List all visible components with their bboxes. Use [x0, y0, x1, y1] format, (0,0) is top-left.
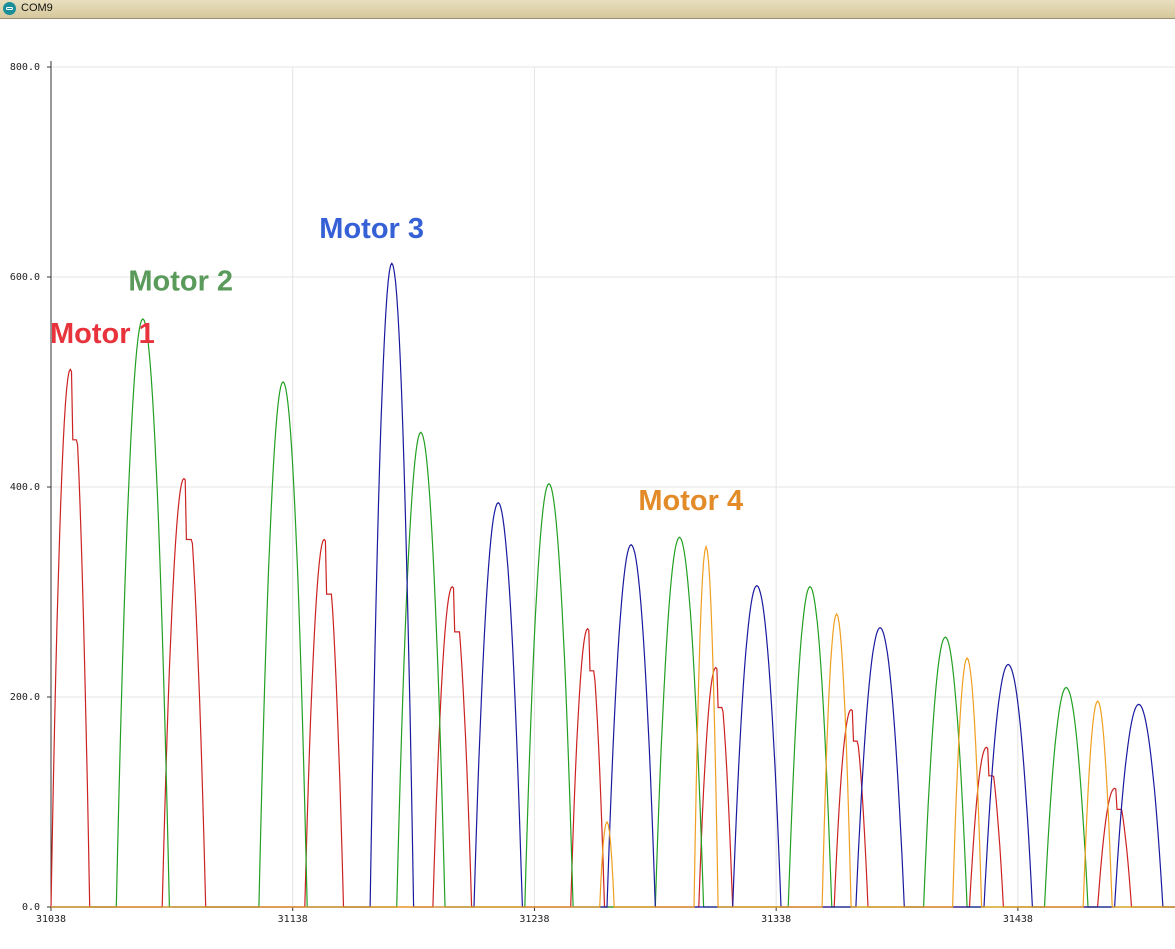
series-peak-point — [451, 586, 453, 588]
motor-label: Motor 4 — [638, 485, 743, 517]
window-title: COM9 — [21, 2, 53, 14]
series-peak-point — [756, 585, 758, 587]
series-line — [50, 368, 1175, 908]
series-peak-point — [323, 538, 325, 541]
x-tick-label: 31238 — [519, 914, 549, 925]
series-peak-point — [497, 502, 499, 504]
y-tick-label: 600.0 — [10, 272, 40, 283]
x-tick-label: 31438 — [1003, 914, 1033, 925]
series-peak-point — [1097, 700, 1099, 702]
y-tick-label: 800.0 — [10, 62, 40, 73]
series-peak-point — [548, 483, 550, 485]
series-peak-point — [1113, 787, 1116, 789]
series-line — [51, 544, 1175, 908]
series-peak-point — [944, 636, 946, 638]
annotation-layer: Motor 1 Motor 2 Motor 3 Motor 4 — [50, 213, 743, 517]
series-peak-point — [835, 613, 838, 615]
y-tick-label: 400.0 — [10, 482, 40, 493]
series-peak-point — [715, 667, 717, 669]
series-peak-point — [587, 628, 589, 630]
motor-label: Motor 3 — [319, 213, 424, 245]
series-layer — [50, 262, 1175, 908]
series-peak-point — [420, 431, 422, 433]
series-peak-point — [142, 318, 144, 320]
series-2 — [51, 318, 1175, 908]
series-peak-point — [630, 544, 632, 546]
series-peak-point — [850, 709, 852, 711]
series-4 — [51, 544, 1175, 908]
series-peak-point — [678, 536, 681, 539]
y-tick-label: 200.0 — [10, 692, 40, 703]
series-1 — [50, 368, 1175, 908]
series-peak-point — [183, 478, 185, 480]
arduino-icon — [3, 2, 16, 15]
x-tick-label: 31038 — [36, 914, 66, 925]
series-peak-point — [705, 546, 707, 548]
motor-label: Motor 2 — [128, 266, 233, 298]
y-tick-label: 0.0 — [22, 902, 40, 913]
series-3 — [51, 262, 1175, 908]
series-peak-point — [1007, 663, 1009, 666]
window-titlebar: COM9 — [0, 0, 1175, 19]
series-peak-point — [985, 746, 988, 749]
series-peak-point — [282, 381, 284, 383]
grid — [50, 66, 1175, 907]
axes: 31038 31138 31238 31338 31438 0.0 200.0 400.0 60… — [10, 61, 1175, 925]
series-peak-point — [809, 586, 811, 588]
series-peak-point — [69, 368, 71, 370]
series-peak-point — [966, 657, 968, 659]
motor-label: Motor 1 — [50, 318, 155, 350]
series-line — [51, 318, 1175, 908]
series-line — [51, 262, 1175, 908]
series-peak-point — [1065, 686, 1067, 689]
serial-plotter-chart: 31038 31138 31238 31338 31438 0.0 200.0 400.0 60… — [10, 61, 1175, 925]
series-peak-point — [1138, 703, 1140, 705]
series-peak-point — [391, 262, 393, 264]
x-tick-label: 31138 — [278, 914, 308, 925]
series-peak-point — [879, 627, 881, 629]
x-tick-label: 31338 — [761, 914, 791, 925]
series-peak-point — [606, 821, 608, 823]
